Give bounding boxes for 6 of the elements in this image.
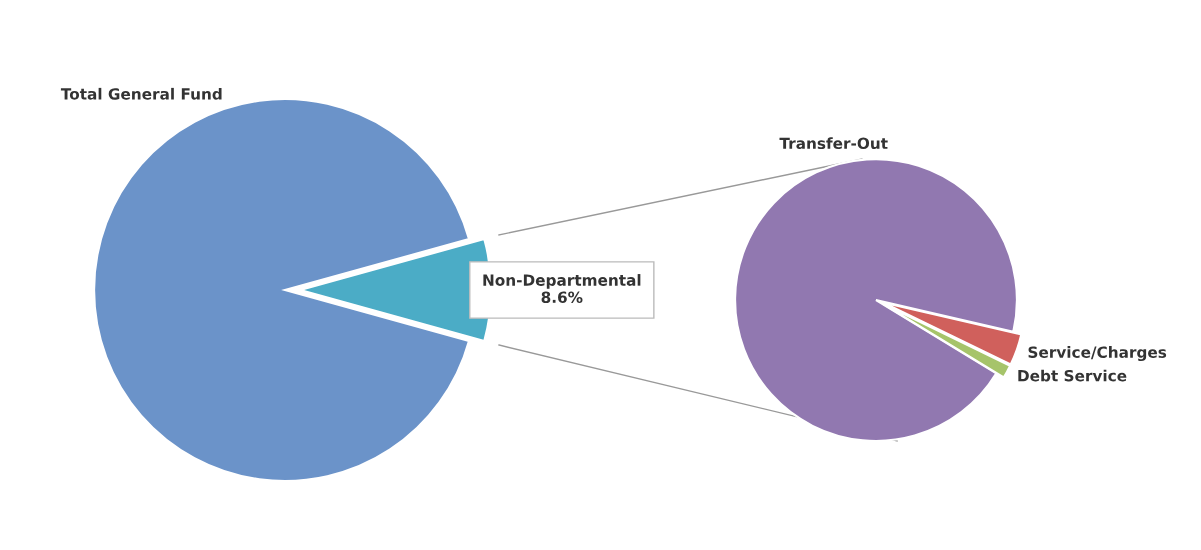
slice-label: Debt Service xyxy=(1018,369,1127,382)
slice-label: Total General Fund xyxy=(60,87,222,100)
slice-label: Service/Charges xyxy=(1028,346,1167,362)
slice-label: Transfer-Out xyxy=(779,137,888,150)
data-label: 8.6% xyxy=(541,291,583,303)
slice-label: Non-Departmental xyxy=(483,274,641,289)
